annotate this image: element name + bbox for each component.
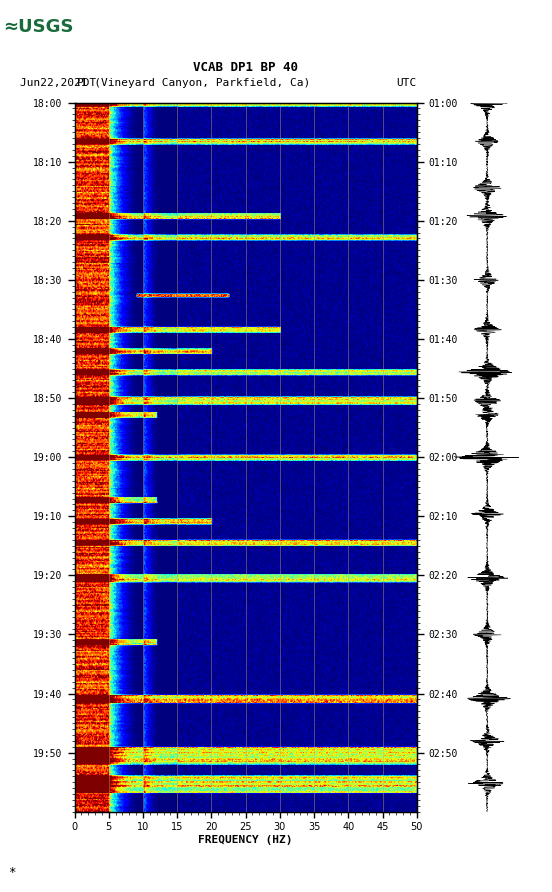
Text: Jun22,2021 (Vineyard Canyon, Parkfield, Ca): Jun22,2021 (Vineyard Canyon, Parkfield, … [20, 78, 311, 88]
Text: PDT: PDT [77, 78, 98, 88]
Text: VCAB DP1 BP 40: VCAB DP1 BP 40 [193, 62, 298, 74]
Text: *: * [8, 866, 16, 879]
X-axis label: FREQUENCY (HZ): FREQUENCY (HZ) [198, 835, 293, 845]
Text: UTC: UTC [396, 78, 417, 88]
Text: ≈USGS: ≈USGS [3, 18, 73, 36]
